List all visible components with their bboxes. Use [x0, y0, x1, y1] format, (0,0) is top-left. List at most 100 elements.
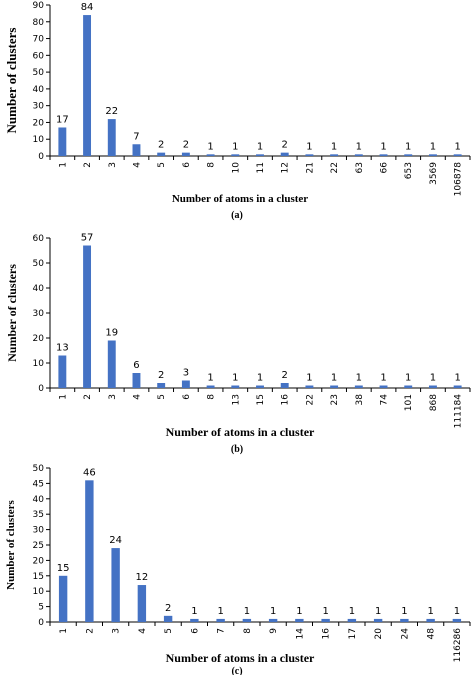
data-label: 19 [105, 328, 118, 339]
data-label: 1 [356, 373, 362, 384]
bar [295, 618, 304, 622]
bar [206, 385, 215, 388]
x-tick-label: 16 [322, 628, 332, 640]
y-tick-label: 60 [33, 51, 45, 61]
x-tick-label: 6 [182, 162, 192, 168]
panel-a: 0102030405060708090171842223742526181101… [4, 1, 471, 221]
x-tick-label: 23 [330, 394, 340, 405]
data-label: 1 [405, 141, 411, 152]
x-tick-label: 15 [256, 394, 266, 405]
x-tick-label: 9 [269, 628, 279, 634]
data-label: 1 [331, 141, 337, 152]
y-tick-label: 90 [33, 1, 45, 11]
bar [181, 152, 190, 156]
x-tick-label: 116286 [453, 628, 463, 663]
data-label: 1 [207, 373, 213, 384]
bar [321, 618, 330, 622]
data-label: 24 [109, 535, 122, 546]
bar [400, 618, 409, 622]
x-tick-label: 8 [243, 628, 253, 634]
x-tick-label: 5 [157, 394, 167, 400]
bar [428, 385, 437, 388]
panel-b: 0102030405060131572193642536181131152161… [5, 233, 471, 455]
panel-caption: (a) [231, 210, 243, 221]
x-tick-label: 21 [305, 162, 315, 173]
y-tick-label: 30 [33, 526, 45, 536]
y-tick-label: 80 [33, 18, 45, 28]
x-tick-label: 3569 [429, 162, 439, 185]
bar [83, 15, 92, 157]
data-label: 22 [105, 106, 118, 117]
bar [58, 127, 67, 156]
data-label: 1 [306, 141, 312, 152]
x-axis-title: Number of atoms in a cluster [172, 193, 308, 205]
data-label: 1 [232, 373, 238, 384]
bar [85, 480, 94, 622]
x-tick-label: 6 [190, 628, 200, 634]
y-tick-label: 40 [33, 85, 45, 95]
y-tick-label: 10 [33, 359, 45, 369]
x-tick-label: 16 [281, 394, 291, 406]
x-tick-label: 2 [85, 628, 95, 634]
y-tick-label: 30 [33, 309, 45, 319]
data-label: 2 [158, 370, 164, 381]
y-tick-label: 70 [33, 35, 45, 45]
data-label: 2 [282, 370, 288, 381]
x-tick-label: 5 [157, 162, 167, 168]
bar [379, 154, 388, 156]
data-label: 84 [81, 2, 94, 13]
bar [163, 615, 173, 622]
bar [190, 618, 199, 622]
x-tick-label: 14 [295, 628, 305, 640]
data-label: 1 [191, 606, 197, 617]
x-tick-label: 74 [380, 394, 390, 406]
panel-caption: (b) [231, 444, 243, 455]
bar [404, 385, 413, 388]
x-tick-label: 111184 [454, 394, 464, 429]
data-label: 3 [183, 368, 189, 379]
data-label: 2 [165, 603, 171, 614]
bar [453, 154, 462, 156]
x-tick-label: 3 [108, 394, 118, 400]
bar [305, 154, 314, 156]
y-axis-title: Number of clusters [5, 499, 17, 589]
data-label: 1 [356, 141, 362, 152]
data-label: 1 [375, 606, 381, 617]
y-tick-label: 30 [33, 102, 45, 112]
x-tick-label: 13 [231, 394, 241, 405]
data-label: 1 [454, 373, 460, 384]
data-label: 15 [57, 563, 70, 574]
y-tick-label: 40 [33, 495, 45, 505]
bar [426, 618, 435, 622]
bar [330, 154, 339, 156]
x-tick-label: 4 [132, 394, 142, 400]
x-tick-label: 653 [404, 162, 414, 179]
y-tick-label: 15 [33, 572, 44, 582]
data-label: 1 [401, 606, 407, 617]
data-label: 13 [56, 343, 69, 354]
bar [280, 383, 289, 388]
bar [157, 152, 166, 156]
bar [137, 585, 147, 622]
bar [242, 618, 252, 622]
bar [453, 385, 462, 388]
y-tick-label: 45 [33, 479, 44, 489]
x-tick-label: 6 [182, 394, 192, 400]
bar [305, 385, 314, 388]
data-label: 46 [83, 467, 96, 478]
bar [428, 154, 437, 156]
data-label: 1 [207, 141, 213, 152]
bar [379, 385, 388, 388]
data-label: 1 [427, 606, 433, 617]
y-tick-label: 5 [38, 603, 44, 613]
bar [58, 575, 68, 622]
data-label: 1 [257, 141, 263, 152]
data-label: 2 [282, 140, 288, 151]
x-tick-label: 20 [374, 628, 384, 640]
data-label: 1 [270, 606, 276, 617]
bar [347, 618, 357, 622]
panel-c: 0510152025303540455015146224312425161718… [5, 464, 471, 675]
x-tick-label: 8 [207, 394, 217, 400]
x-tick-label: 3 [112, 628, 122, 634]
data-label: 1 [257, 373, 263, 384]
